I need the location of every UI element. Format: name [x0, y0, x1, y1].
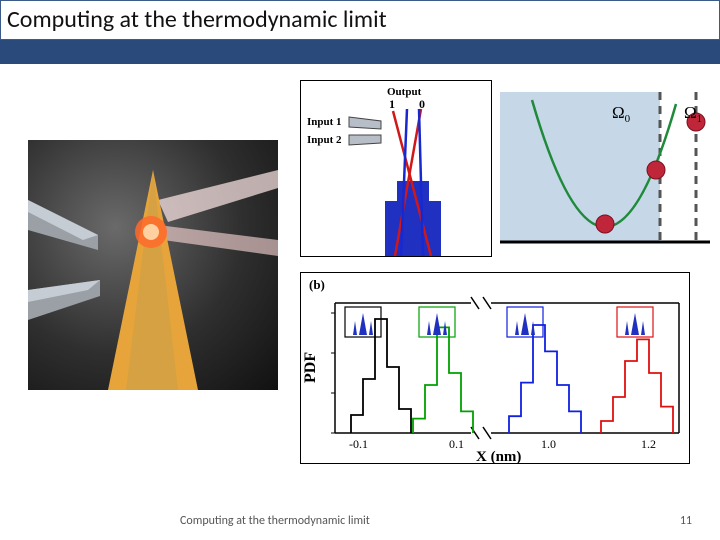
page-number: 11	[680, 514, 692, 528]
title-bar: Computing at the thermodynamic limit	[0, 0, 720, 40]
out-1: 1	[389, 97, 395, 111]
figure-b: (b) PDF -0.1 0.1 1.0 1.2 X (nm)	[300, 272, 690, 464]
tip-glow-core	[143, 224, 159, 240]
laser-beam	[158, 170, 278, 222]
figure-a: Output 1 0 Input 1 Input 2	[300, 80, 492, 257]
hist-series-1	[413, 327, 473, 433]
xlabel: X (nm)	[476, 449, 521, 463]
break2t	[483, 297, 491, 309]
header-band: M. López-Suárez; I. Neri; L. Gammaitoni	[0, 40, 720, 64]
page-title: Computing at the thermodynamic limit	[7, 5, 387, 34]
xt1: -0.1	[349, 437, 368, 451]
ball-bottom	[596, 215, 614, 233]
laser-beam-2	[158, 225, 278, 256]
hist-series-2	[509, 325, 581, 433]
fig-a-svg: Output 1 0 Input 1 Input 2	[301, 81, 491, 256]
hist-series-3	[601, 339, 673, 433]
input2-label: Input 2	[307, 134, 342, 146]
footer-caption: Computing at the thermodynamic limit	[180, 514, 370, 528]
fig-b-label: (b)	[309, 277, 325, 292]
potential-well: Ω0 Ω1	[500, 92, 710, 262]
nems-3d-render	[28, 140, 278, 390]
break1t	[471, 297, 479, 309]
render-svg	[28, 140, 278, 390]
histogram-bars	[351, 319, 673, 433]
fig-b-svg: (b) PDF -0.1 0.1 1.0 1.2 X (nm)	[301, 273, 689, 463]
xt4: 1.2	[641, 437, 656, 451]
omega0: Ω0	[612, 103, 631, 125]
xt2: 0.1	[449, 437, 464, 451]
well-svg: Ω0 Ω1	[500, 92, 710, 262]
probe2	[349, 135, 381, 145]
input1-label: Input 1	[307, 116, 342, 128]
xt3: 1.0	[541, 437, 556, 451]
pdf-label: PDF	[302, 352, 319, 383]
probe1	[349, 117, 381, 129]
break2	[483, 427, 491, 439]
ball-mid	[647, 161, 665, 179]
omega1: Ω1	[684, 103, 702, 125]
insets	[345, 307, 653, 337]
